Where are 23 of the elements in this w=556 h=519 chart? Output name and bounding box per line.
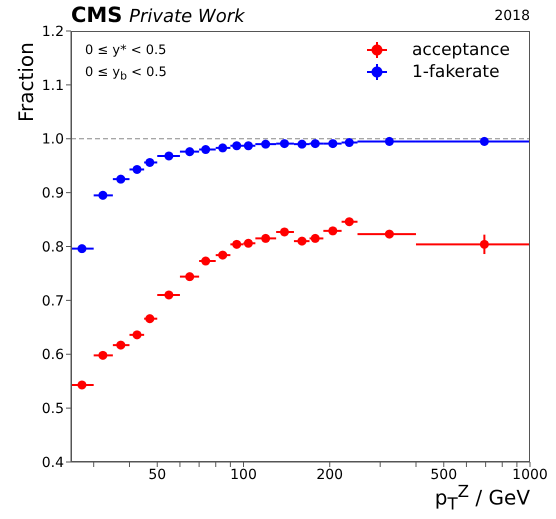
legend-label: 1-fakerate <box>412 61 500 83</box>
x-tick-label: 200 <box>316 466 344 483</box>
x-tick-label: 100 <box>230 466 257 483</box>
y-tick-label: 1.0 <box>42 132 64 148</box>
chart-subtitle: Private Work <box>129 6 245 27</box>
text: 2018 <box>494 8 530 24</box>
x-axis-title: p$_{T}$$^{Z}$ / GeV <box>434 482 530 514</box>
chart-title: CMS <box>71 3 122 27</box>
legend-label: acceptance <box>412 39 510 61</box>
y-tick-label: 0.7 <box>42 293 64 310</box>
x-tick-label: 1000 <box>512 466 548 483</box>
y-axis-title: Fraction <box>14 42 38 122</box>
y-tick-label: 0.9 <box>42 186 64 202</box>
y-tick-label: 1.1 <box>42 78 64 94</box>
annotation: 0 ≤ y$_{b}$ < 0.5 <box>85 65 167 83</box>
y-tick-label: 0.5 <box>42 401 64 418</box>
y-tick-label: 0.6 <box>42 347 64 364</box>
y-tick-label: 1.2 <box>42 24 64 40</box>
annotation: 0 ≤ y* < 0.5 <box>85 43 166 58</box>
y-tick-label: 0.4 <box>42 454 64 471</box>
x-tick-label: 50 <box>148 466 166 483</box>
x-tick-label: 500 <box>430 466 458 483</box>
y-tick-label: 0.8 <box>42 239 64 256</box>
